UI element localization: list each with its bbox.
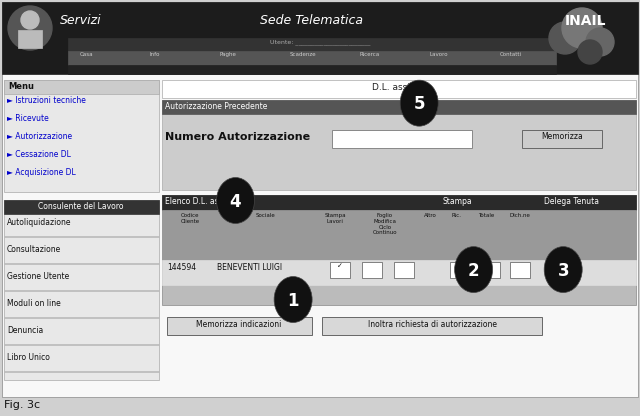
Bar <box>4 80 159 94</box>
Text: D.L. assistiti: D.L. assistiti <box>371 83 426 92</box>
Text: Contatti: Contatti <box>500 52 522 57</box>
Text: Stampa: Stampa <box>442 197 472 206</box>
Text: Autoliquidazione: Autoliquidazione <box>7 218 72 227</box>
Bar <box>2 2 638 74</box>
Bar <box>4 200 159 380</box>
Bar <box>4 200 159 214</box>
Text: Info: Info <box>150 52 161 57</box>
Bar <box>162 195 636 305</box>
Text: Dich.ne: Dich.ne <box>509 213 531 218</box>
Text: Fig. 3c: Fig. 3c <box>4 400 40 410</box>
Bar <box>480 262 500 278</box>
Bar <box>362 262 382 278</box>
Text: 144594: 144594 <box>167 263 196 272</box>
Bar <box>4 317 159 318</box>
Text: Stampa
Lavori: Stampa Lavori <box>324 213 346 224</box>
Text: Sede Telematica: Sede Telematica <box>260 14 363 27</box>
Text: ✓: ✓ <box>337 263 343 269</box>
Text: Inoltra richiesta di autorizzazione: Inoltra richiesta di autorizzazione <box>367 320 497 329</box>
Bar <box>162 100 636 114</box>
Text: Menu: Menu <box>8 82 34 91</box>
Text: 1: 1 <box>287 292 299 310</box>
Text: Casa: Casa <box>80 52 93 57</box>
Bar <box>68 38 556 51</box>
Text: Elenco D.L. assistiti: Elenco D.L. assistiti <box>165 197 239 206</box>
Bar <box>394 262 414 278</box>
Bar <box>4 80 159 192</box>
Text: Ric.: Ric. <box>452 213 462 218</box>
Bar <box>162 100 636 190</box>
Text: Delega Tenuta: Delega Tenuta <box>545 197 600 206</box>
Text: Lavoro: Lavoro <box>430 52 449 57</box>
Bar <box>322 317 542 335</box>
Circle shape <box>8 6 52 50</box>
Text: BENEVENTI LUIGI: BENEVENTI LUIGI <box>217 263 282 272</box>
Circle shape <box>21 11 39 29</box>
Bar <box>162 210 636 260</box>
Circle shape <box>562 8 602 48</box>
Text: Codice
Cliente: Codice Cliente <box>180 213 200 224</box>
Text: 4: 4 <box>230 193 241 210</box>
Bar <box>4 290 159 291</box>
Bar <box>68 65 556 74</box>
Text: Numero Autorizzazione: Numero Autorizzazione <box>165 132 310 142</box>
Bar <box>4 263 159 264</box>
Text: Servizi: Servizi <box>60 14 102 27</box>
Text: Memorizza: Memorizza <box>541 132 583 141</box>
Text: Paghe: Paghe <box>220 52 237 57</box>
Text: ► Autorizzazione: ► Autorizzazione <box>7 132 72 141</box>
Bar <box>68 51 556 65</box>
Text: Autorizzazione Precedente: Autorizzazione Precedente <box>165 102 268 111</box>
Text: Utente: ________________________: Utente: ________________________ <box>270 39 370 45</box>
Text: Consulente del Lavoro: Consulente del Lavoro <box>38 202 124 211</box>
Text: Moduli on line: Moduli on line <box>7 299 61 308</box>
Ellipse shape <box>216 178 255 223</box>
Text: ► Acquisizione DL: ► Acquisizione DL <box>7 168 76 177</box>
Text: Ricerca: Ricerca <box>360 52 380 57</box>
Ellipse shape <box>454 247 493 292</box>
Bar <box>510 262 530 278</box>
Text: Scadenze: Scadenze <box>290 52 317 57</box>
Text: Denuncia: Denuncia <box>7 326 44 335</box>
Ellipse shape <box>400 80 438 126</box>
Text: Memorizza indicazioni: Memorizza indicazioni <box>196 320 282 329</box>
Bar <box>162 260 636 285</box>
Text: Altro: Altro <box>424 213 436 218</box>
Bar <box>162 80 636 98</box>
Bar <box>167 317 312 335</box>
Bar <box>4 236 159 237</box>
Text: Foglio
Modifica
Ciclo
Continuo: Foglio Modifica Ciclo Continuo <box>372 213 397 235</box>
Bar <box>332 130 472 148</box>
Bar <box>4 371 159 372</box>
Text: 5: 5 <box>413 95 425 113</box>
Bar <box>450 262 470 278</box>
Text: ► Istruzioni tecniche: ► Istruzioni tecniche <box>7 96 86 105</box>
Ellipse shape <box>274 277 312 322</box>
Circle shape <box>586 28 614 56</box>
Circle shape <box>549 22 581 54</box>
Text: ✓: ✓ <box>457 263 463 269</box>
Text: INAIL: INAIL <box>565 14 607 28</box>
Ellipse shape <box>544 247 582 292</box>
Bar <box>18 30 42 48</box>
Text: Consultazione: Consultazione <box>7 245 61 254</box>
Text: ► Ricevute: ► Ricevute <box>7 114 49 123</box>
Text: ► Cessazione DL: ► Cessazione DL <box>7 150 71 159</box>
Bar <box>522 130 602 148</box>
Text: 3: 3 <box>557 262 569 280</box>
Text: Libro Unico: Libro Unico <box>7 353 50 362</box>
Text: 2: 2 <box>468 262 479 280</box>
Bar <box>4 344 159 345</box>
Circle shape <box>578 40 602 64</box>
Text: Totale: Totale <box>478 213 494 218</box>
Text: Gestione Utente: Gestione Utente <box>7 272 69 281</box>
Bar <box>330 262 350 278</box>
Text: Sociale: Sociale <box>255 213 275 218</box>
Bar <box>162 195 636 210</box>
